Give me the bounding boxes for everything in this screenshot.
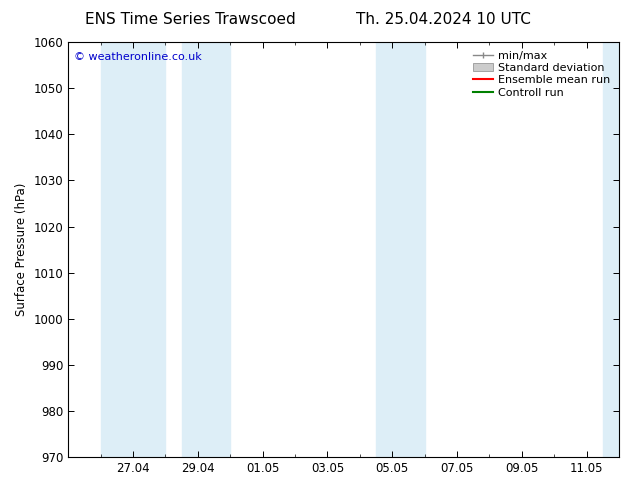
Legend: min/max, Standard deviation, Ensemble mean run, Controll run: min/max, Standard deviation, Ensemble me… xyxy=(470,48,614,101)
Text: © weatheronline.co.uk: © weatheronline.co.uk xyxy=(74,52,202,62)
Bar xyxy=(603,42,619,457)
Y-axis label: Surface Pressure (hPa): Surface Pressure (hPa) xyxy=(15,183,28,316)
Bar xyxy=(376,42,425,457)
Bar xyxy=(181,42,230,457)
Bar xyxy=(101,42,165,457)
Text: ENS Time Series Trawscoed: ENS Time Series Trawscoed xyxy=(85,12,295,27)
Text: Th. 25.04.2024 10 UTC: Th. 25.04.2024 10 UTC xyxy=(356,12,531,27)
